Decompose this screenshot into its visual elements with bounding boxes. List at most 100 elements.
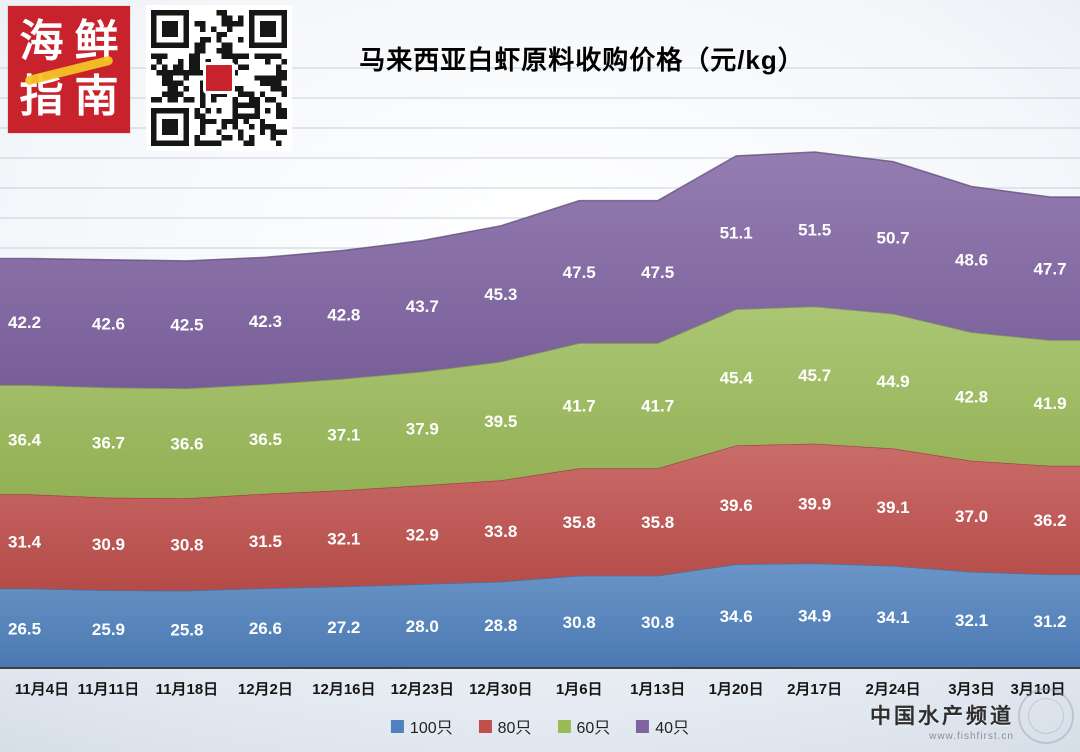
legend-swatch-icon [390, 719, 404, 733]
value-label-60只: 45.7 [798, 366, 831, 385]
value-label-40只: 47.7 [1033, 260, 1066, 279]
brand-logo: 海 鲜 指 南 [8, 6, 130, 133]
value-label-60只: 36.6 [170, 434, 203, 453]
value-label-80只: 37.0 [955, 507, 988, 526]
value-label-100只: 27.2 [327, 618, 360, 637]
x-axis-label: 2月24日 [866, 681, 921, 698]
legend-label: 100只 [409, 720, 453, 737]
value-label-40只: 47.5 [641, 263, 674, 282]
value-label-40只: 43.7 [406, 297, 439, 316]
value-label-80只: 30.8 [170, 535, 203, 554]
legend-item-60只: 60只 [557, 714, 610, 738]
area-series-100只 [0, 563, 1080, 668]
x-axis-label: 12月30日 [469, 681, 532, 698]
x-axis-label: 1月13日 [630, 681, 685, 698]
value-label-80只: 39.1 [877, 498, 910, 517]
value-label-100只: 28.0 [406, 617, 439, 636]
area-series-60只 [0, 306, 1080, 499]
x-axis-label: 11月18日 [156, 681, 219, 698]
x-axis-label: 12月2日 [238, 681, 293, 698]
value-label-80只: 39.6 [720, 496, 753, 515]
value-label-60只: 36.5 [249, 430, 282, 449]
brand-url: www.fishfirst.cn [929, 731, 1014, 742]
legend-swatch-icon [478, 719, 492, 733]
value-label-60只: 37.1 [327, 425, 360, 444]
footer-watermark: 中国水产频道 www.fishfirst.cn [870, 700, 1014, 742]
value-label-80只: 33.8 [484, 522, 517, 541]
value-label-100只: 25.9 [92, 620, 125, 639]
value-label-100只: 26.6 [249, 619, 282, 638]
value-label-60只: 41.7 [641, 397, 674, 416]
value-label-100只: 25.8 [170, 620, 203, 639]
value-label-80只: 32.1 [327, 529, 360, 548]
chart-title: 马来西亚白虾原料收购价格（元/kg） [359, 45, 805, 75]
value-label-100只: 30.8 [641, 613, 674, 632]
value-label-40只: 42.8 [327, 306, 360, 325]
value-label-80只: 32.9 [406, 526, 439, 545]
legend-item-40只: 40只 [636, 714, 689, 738]
value-label-60只: 41.9 [1033, 394, 1066, 413]
x-axis-label: 1月20日 [709, 681, 764, 698]
value-label-80只: 31.4 [8, 532, 42, 551]
legend-label: 60只 [576, 720, 611, 737]
x-axis-label: 12月23日 [391, 681, 454, 698]
value-label-40只: 48.6 [955, 250, 988, 269]
value-label-100只: 31.2 [1033, 612, 1066, 631]
logo-char: 南 [74, 72, 119, 122]
legend-label: 40只 [655, 720, 690, 737]
x-axis-label: 1月6日 [556, 681, 603, 698]
value-label-100只: 34.1 [877, 608, 910, 627]
chart-legend: 100只 80只 60只 40只 [390, 714, 689, 738]
value-label-60只: 44.9 [877, 372, 910, 391]
area-top-edge [0, 151, 1080, 262]
x-axis-label: 2月17日 [787, 681, 842, 698]
area-series-40只 [0, 152, 1080, 389]
legend-swatch-icon [557, 719, 571, 733]
value-label-40只: 50.7 [877, 229, 910, 248]
brand-name: 中国水产频道 [870, 705, 1014, 728]
value-label-40只: 42.6 [92, 315, 125, 334]
value-label-100只: 32.1 [955, 611, 988, 630]
legend-item-80只: 80只 [478, 714, 532, 738]
value-label-100只: 30.8 [563, 613, 596, 632]
logo-char: 海 [19, 16, 64, 66]
value-label-80只: 39.9 [798, 494, 831, 513]
value-label-60只: 39.5 [484, 412, 517, 431]
value-label-60只: 42.8 [955, 388, 988, 407]
value-label-40只: 51.5 [798, 220, 831, 239]
x-axis-label: 12月16日 [312, 681, 375, 698]
value-label-100只: 34.6 [720, 607, 753, 626]
value-label-60只: 41.7 [563, 397, 596, 416]
legend-swatch-icon [636, 719, 650, 733]
value-label-40只: 45.3 [484, 285, 517, 304]
qr-center-logo-icon [203, 62, 235, 94]
value-label-60只: 36.4 [8, 431, 42, 450]
value-label-60只: 37.9 [406, 419, 439, 438]
area-series-80只 [0, 443, 1080, 591]
value-label-80只: 35.8 [641, 513, 674, 532]
value-label-100只: 28.8 [484, 616, 517, 635]
value-label-80只: 36.2 [1033, 511, 1066, 530]
x-axis-label: 11月4日 [15, 681, 69, 698]
value-label-40只: 42.3 [249, 312, 282, 331]
logo-char: 鲜 [74, 16, 119, 66]
value-label-40只: 42.2 [8, 313, 41, 332]
value-label-60只: 36.7 [92, 434, 125, 453]
value-label-80只: 35.8 [563, 513, 596, 532]
value-label-40只: 47.5 [563, 263, 596, 282]
value-label-40只: 42.5 [170, 316, 203, 335]
value-label-60只: 45.4 [720, 368, 754, 387]
value-label-80只: 30.9 [92, 535, 125, 554]
legend-label: 80只 [497, 720, 532, 737]
qr-code-icon [146, 5, 292, 151]
value-label-40只: 51.1 [720, 224, 753, 243]
legend-item-100只: 100只 [390, 714, 453, 738]
watermark-seal-icon [1018, 688, 1074, 744]
value-label-80只: 31.5 [249, 532, 282, 551]
watermark-seal-inner-icon [1028, 698, 1064, 734]
x-axis-label: 3月3日 [948, 681, 995, 698]
x-axis-label: 11月11日 [78, 681, 140, 698]
value-label-100只: 26.5 [8, 619, 41, 638]
